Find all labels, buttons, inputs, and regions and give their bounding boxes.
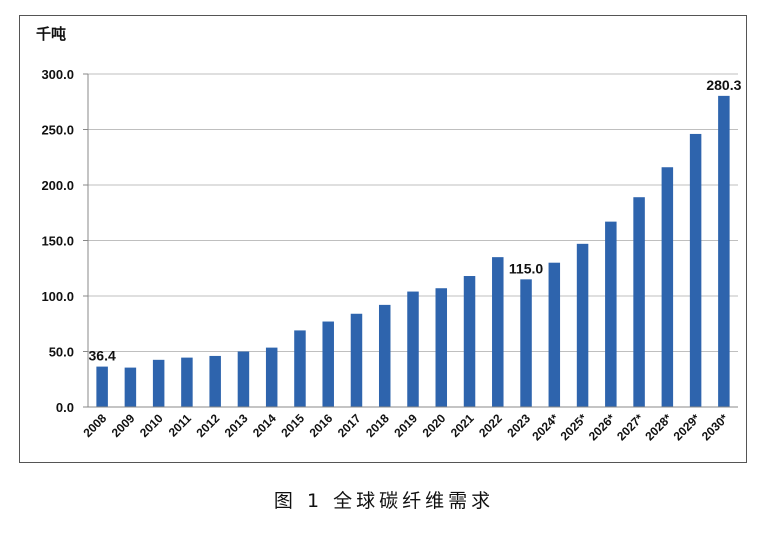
bar-2026 <box>605 221 617 407</box>
y-axis-unit-label: 千吨 <box>36 25 66 43</box>
x-tick-label: 2023 <box>504 411 533 440</box>
bar-2025 <box>576 243 589 407</box>
bar-2008 <box>96 366 108 407</box>
x-tick-label: 2022 <box>476 411 505 440</box>
y-tick-label: 0.0 <box>56 400 74 415</box>
bar-2016 <box>322 321 334 407</box>
data-label: 115.0 <box>509 260 543 276</box>
bar-2011 <box>181 357 193 407</box>
y-tick-label: 50.0 <box>49 345 74 360</box>
grid-lines <box>88 73 738 352</box>
x-tick-label: 2030* <box>699 411 731 443</box>
figure-caption: 图 1 全球碳纤维需求 <box>273 490 495 512</box>
x-tick-label: 2014 <box>250 411 279 440</box>
bar-2013 <box>237 351 250 407</box>
bar-2027 <box>633 197 645 407</box>
x-tick-label: 2017 <box>335 411 364 440</box>
data-labels: 36.4 115.0 280.3 <box>89 77 742 364</box>
bar-2019 <box>407 291 419 407</box>
x-tick-label: 2008 <box>80 411 109 440</box>
x-tick-label: 2024* <box>529 411 561 443</box>
x-tick-label: 2013 <box>222 411 251 440</box>
bar-chart: 千吨 0.0 50.0 100.0 150.0 200.0 250.0 300.0 2008… <box>36 25 742 443</box>
bar-2017 <box>350 313 363 407</box>
x-tick-labels: 2008 2009 2010 2011 2012 2013 2014 2015 2016 2017… <box>80 411 731 443</box>
x-tick-label: 2010 <box>137 411 166 440</box>
chart-frame: 千吨 0.0 50.0 100.0 150.0 200.0 250.0 300.0 2008… <box>19 15 747 463</box>
x-tick-label: 2026* <box>586 411 618 443</box>
bar-2010 <box>152 359 165 407</box>
y-tick-label: 300.0 <box>41 67 74 82</box>
bars <box>96 95 730 407</box>
x-tick-label: 2020 <box>420 411 449 440</box>
data-label: 36.4 <box>89 348 116 364</box>
bar-2009 <box>124 367 137 407</box>
y-tick-label: 200.0 <box>41 178 74 193</box>
x-tick-label: 2028* <box>642 411 674 443</box>
y-tick-label: 250.0 <box>41 123 74 138</box>
x-tick-label: 2012 <box>194 411 223 440</box>
x-tick-label: 2019 <box>391 411 420 440</box>
bar-2028 <box>661 167 674 407</box>
x-tick-label: 2025* <box>558 411 590 443</box>
bar-2018 <box>378 304 391 407</box>
x-tick-label: 2016 <box>307 411 336 440</box>
bar-2030 <box>718 95 730 407</box>
x-tick-label: 2021 <box>448 411 477 440</box>
x-tick-label: 2015 <box>278 411 307 440</box>
bar-2015 <box>294 330 306 407</box>
x-tick-label: 2009 <box>109 411 138 440</box>
bar-2023 <box>520 279 532 407</box>
x-tick-label: 2011 <box>166 411 195 440</box>
x-tick-label: 2018 <box>363 411 392 440</box>
bar-2014 <box>265 347 278 407</box>
bar-2024 <box>548 262 561 407</box>
x-tick-label: 2027* <box>614 411 646 443</box>
y-tick-label: 150.0 <box>41 234 74 249</box>
x-tick-label: 2029* <box>671 411 703 443</box>
y-tick-labels: 0.0 50.0 100.0 150.0 200.0 250.0 300.0 <box>41 67 88 415</box>
bar-2029 <box>689 133 702 407</box>
bar-2020 <box>435 288 448 407</box>
bar-2012 <box>209 355 221 407</box>
y-tick-label: 100.0 <box>41 289 74 304</box>
bar-2021 <box>463 276 476 407</box>
data-label: 280.3 <box>706 77 741 93</box>
bar-2022 <box>492 257 504 407</box>
